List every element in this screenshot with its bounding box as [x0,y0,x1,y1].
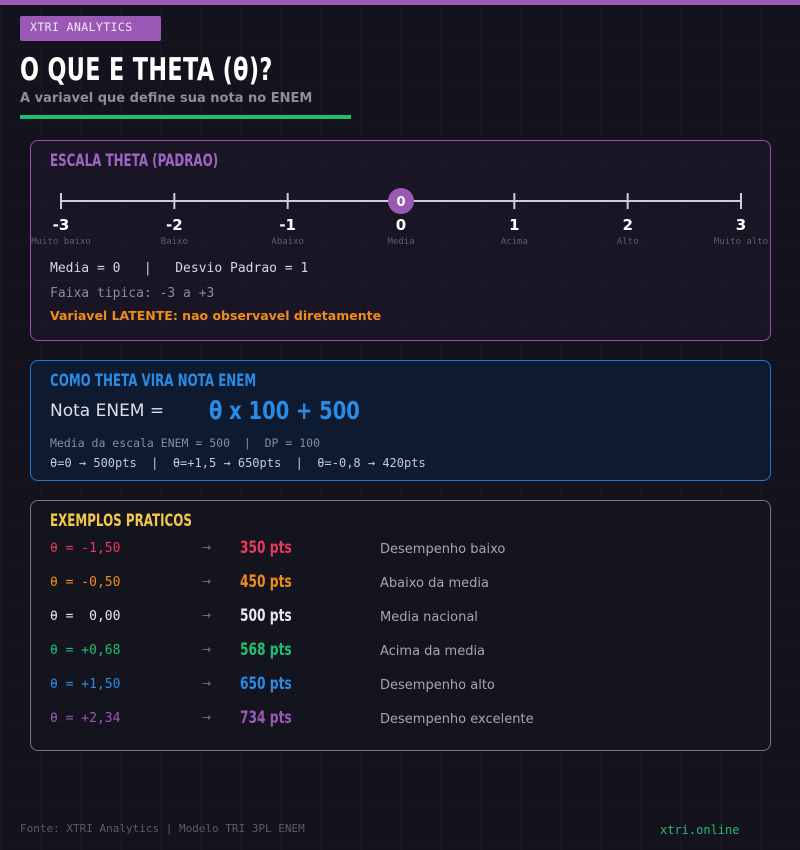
example-row: θ = +2,34 → 734 pts Desempenho excelente [31,708,770,733]
scale-heading: ESCALA THETA (PADRAO) [50,151,219,170]
scale-tick-label: Abaixo [271,237,304,247]
title-underline [20,115,351,119]
arrow-icon: → [202,575,212,588]
example-row: θ = -1,50 → 350 pts Desempenho baixo [31,538,770,563]
example-theta: θ = -0,50 [50,575,121,590]
formula-examples: θ=0 → 500pts | θ=+1,5 → 650pts | θ=-0,8 … [50,456,426,470]
formula-note: Media da escala ENEM = 500 | DP = 100 [50,436,321,450]
example-description: Abaixo da media [380,576,489,591]
scale-tick-value: 2 [622,216,632,234]
footer-source: Fonte: XTRI Analytics | Modelo TRI 3PL E… [20,822,305,835]
theta-scale-axis: -3 Muito baixo -2 Baixo -1 Abaixo 0 Media 0 1 Acim… [31,188,768,247]
example-row: θ = -0,50 → 450 pts Abaixo da media [31,572,770,597]
example-description: Acima da media [380,644,486,659]
scale-tick-label: Baixo [161,237,188,247]
example-theta: θ = -1,50 [50,541,121,556]
theta-scale-panel: ESCALA THETA (PADRAO) -3 Muito baixo -2 Bai… [30,140,771,341]
formula-expression: θ x 100 + 500 [209,396,360,425]
arrow-icon: → [202,711,212,724]
formula-panel: COMO THETA VIRA NOTA ENEM Nota ENEM = θ … [30,360,771,481]
formula-label: Nota ENEM = [50,401,165,421]
scale-tick-value: 3 [736,216,746,234]
latent-note: Variavel LATENTE: nao observavel diretam… [50,308,382,323]
example-row: θ = 0,00 → 500 pts Media nacional [31,606,770,631]
scale-tick-value: 0 [396,216,406,234]
scale-marker-label: 0 [396,195,405,210]
arrow-icon: → [202,643,212,656]
scale-tick-value: -3 [53,216,70,234]
scale-tick-value: 1 [509,216,519,234]
page-title: O QUE E THETA (θ)? [20,52,273,88]
example-theta: θ = 0,00 [50,609,121,624]
brand-badge: XTRI ANALYTICS [20,16,161,41]
scale-tick-label: Media [387,237,414,247]
scale-tick-label: Acima [501,237,528,247]
example-theta: θ = +0,68 [50,643,121,658]
example-points: 734 pts [240,708,292,728]
arrow-icon: → [202,677,212,690]
arrow-icon: → [202,609,212,622]
scale-stats: Media = 0 | Desvio Padrao = 1 [50,261,309,276]
example-points: 350 pts [240,538,292,558]
example-description: Desempenho alto [380,678,495,693]
example-description: Media nacional [380,610,478,625]
example-description: Desempenho excelente [380,712,534,727]
page-subtitle: A variavel que define sua nota no ENEM [20,91,313,106]
example-points: 450 pts [240,572,292,592]
examples-panel: EXEMPLOS PRATICOS θ = -1,50 → 350 pts Desem… [30,500,771,751]
example-points: 568 pts [240,640,292,660]
example-row: θ = +1,50 → 650 pts Desempenho alto [31,674,770,699]
formula-heading: COMO THETA VIRA NOTA ENEM [50,371,257,390]
examples-heading: EXEMPLOS PRATICOS [50,511,192,530]
scale-range: Faixa tipica: -3 a +3 [50,286,215,301]
example-points: 500 pts [240,606,292,626]
example-theta: θ = +1,50 [50,677,121,692]
top-accent-bar [0,0,800,5]
scale-tick-label: Muito baixo [31,237,91,247]
example-points: 650 pts [240,674,292,694]
scale-tick-value: -1 [279,216,296,234]
scale-marker [388,188,414,214]
footer-site-link[interactable]: xtri.online [660,823,740,837]
example-description: Desempenho baixo [380,542,506,557]
scale-tick-value: -2 [166,216,183,234]
example-row: θ = +0,68 → 568 pts Acima da media [31,640,770,665]
arrow-icon: → [202,541,212,554]
scale-tick-label: Muito alto [714,237,768,247]
example-theta: θ = +2,34 [50,711,121,726]
scale-tick-label: Alto [617,237,639,247]
